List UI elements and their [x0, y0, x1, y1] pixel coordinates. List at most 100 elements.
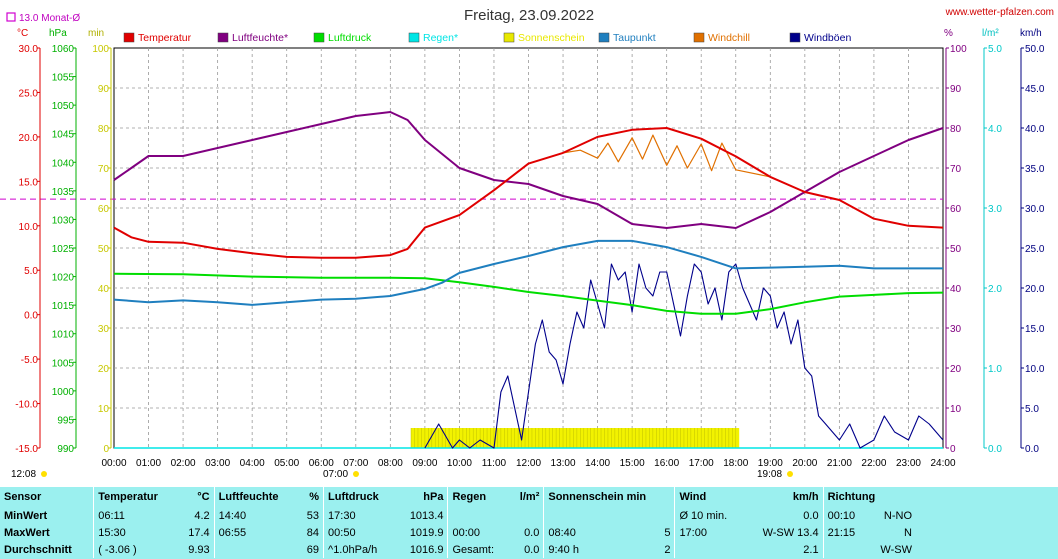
temp-axis-tick-label: 30.0: [19, 44, 39, 55]
x-tick-label: 10:00: [447, 458, 472, 469]
wind-axis-tick-label: 25.0: [1025, 244, 1045, 255]
minutes-axis-tick-label: 80: [98, 124, 110, 135]
wind-avg-value: 0.0: [803, 509, 819, 522]
minutes-axis-tick-label: 100: [92, 44, 109, 55]
windchill-line: [562, 134, 771, 178]
hdr-luftfeuchte: Luftfeuchte: [213, 487, 299, 507]
pressure-axis-tick-label: 995: [57, 415, 74, 426]
pressure-axis-tick-label: 1045: [52, 130, 75, 141]
x-tick-label: 04:00: [240, 458, 265, 469]
humidity-axis-tick-label: 80: [950, 124, 962, 135]
min-dir-time: 00:10: [822, 507, 868, 524]
summary-row-max: MaxWert 15:30 17.4 06:55 84 00:50 1019.9…: [0, 524, 916, 541]
legend-swatch-taupunkt: [598, 32, 610, 43]
max-label: MaxWert: [4, 526, 50, 539]
legend-label-luftfeuchte: Luftfeuchte*: [232, 32, 288, 44]
pressure-axis-tick-label: 1030: [52, 215, 75, 226]
humidity-axis-tick-label: 20: [950, 364, 962, 375]
rain-total-label: Gesamt:: [447, 541, 510, 558]
wind-axis-tick-label: 10.0: [1025, 364, 1045, 375]
max-dir-time: 21:15: [822, 524, 868, 541]
humidity-axis-tick-label: 60: [950, 204, 962, 215]
summary-header-row: Sensor Temperatur °C Luftfeuchte % Luftd…: [0, 487, 916, 507]
rain-axis-tick-label: 1.0: [988, 364, 1002, 375]
rain-total-value: 0.0: [524, 543, 540, 556]
x-tick-label: 02:00: [171, 458, 196, 469]
temp-axis-tick-label: -10.0: [15, 400, 38, 411]
monthly-avg-label: 13.0 Monat-Ø: [19, 13, 80, 24]
pressure-axis-tick-label: 1015: [52, 301, 75, 312]
legend-label-temperatur: Temperatur: [138, 32, 192, 44]
humidity-axis-tick-label: 10: [950, 404, 962, 415]
legend-label-luftdruck: Luftdruck: [328, 32, 372, 44]
max-temp-value: 17.4: [188, 526, 210, 539]
hdr-wind-unit: km/h: [792, 491, 819, 503]
unit-minutes: min: [88, 28, 104, 39]
wind-axis-tick-label: 35.0: [1025, 164, 1045, 175]
chart-series: [0, 111, 944, 449]
min-hum-time: 14:40: [213, 507, 299, 524]
pressure-axis-tick-label: 1035: [52, 187, 75, 198]
pressure-axis-tick-label: 1040: [52, 158, 75, 169]
min-temp-value: 4.2: [194, 509, 210, 522]
wind-avg-label: Ø 10 min.: [674, 507, 744, 524]
humidity-line: [113, 111, 944, 229]
minutes-axis-tick-label: 20: [98, 364, 110, 375]
humidity-axis-tick-label: 40: [950, 284, 962, 295]
marker-left-time: 12:08: [11, 469, 36, 480]
summary-table: Sensor Temperatur °C Luftfeuchte % Luftd…: [0, 487, 916, 558]
pressure-axis-tick-label: 1020: [52, 273, 75, 284]
x-tick-label: 05:00: [274, 458, 299, 469]
x-tick-label: 14:00: [585, 458, 610, 469]
avg-dir-note: [822, 541, 868, 558]
legend-label-windchill: Windchill: [708, 32, 750, 44]
chart-grid: [113, 47, 944, 449]
x-tick-label: 01:00: [136, 458, 161, 469]
x-tick-label: 12:00: [516, 458, 541, 469]
max-wind-time: 17:00: [674, 524, 744, 541]
max-press-time: 00:50: [323, 524, 397, 541]
min-label: MinWert: [4, 509, 48, 522]
min-press-time: 17:30: [323, 507, 397, 524]
hdr-wind: Wind: [674, 487, 744, 507]
x-tick-label: 08:00: [378, 458, 403, 469]
max-sun-value: 5: [664, 526, 671, 539]
max-dir-value: N: [904, 526, 912, 539]
wind-axis-tick-label: 0.0: [1025, 444, 1039, 455]
pressure-axis-tick-label: 1010: [52, 330, 75, 341]
x-tick-label: 20:00: [792, 458, 817, 469]
sunset-time: 19:08: [757, 469, 782, 480]
pressure-line: [113, 272, 944, 315]
max-hum-value: 84: [306, 526, 320, 539]
min-press-value: 1013.4: [409, 509, 444, 522]
hdr-press-unit: hPa: [423, 491, 444, 503]
x-tick-label: 18:00: [723, 458, 748, 469]
summary-row-min: MinWert 06:11 4.2 14:40 53 17:30 1013.4 …: [0, 507, 916, 524]
minutes-axis-tick-label: 60: [98, 204, 110, 215]
avg-temp-note: ( -3.06 ): [93, 541, 178, 558]
avg-temp-value: 9.93: [188, 543, 210, 556]
summary-table-panel: Sensor Temperatur °C Luftfeuchte % Luftd…: [0, 487, 1058, 559]
website-link[interactable]: www.wetter-pfalzen.com: [945, 7, 1054, 18]
dewpoint-line: [113, 239, 943, 306]
wind-axis-tick-label: 15.0: [1025, 324, 1045, 335]
pressure-axis-tick-label: 1000: [52, 387, 75, 398]
temp-axis-tick-label: 5.0: [24, 266, 38, 277]
min-temp-time: 06:11: [93, 507, 178, 524]
max-wind-value: W-SW 13.4: [762, 526, 819, 539]
hdr-rain-unit: l/m²: [519, 491, 540, 503]
temp-axis-tick-label: 15.0: [19, 177, 39, 188]
wind-axis-tick-label: 45.0: [1025, 84, 1045, 95]
wind-axis-tick-label: 40.0: [1025, 124, 1045, 135]
max-rain-value: 0.0: [524, 526, 540, 539]
min-dir-value: N-NO: [883, 509, 912, 522]
sun-icon-left: [41, 471, 47, 477]
rain-axis-tick-label: 2.0: [988, 284, 1002, 295]
unit-temp: °C: [17, 28, 28, 39]
x-tick-label: 06:00: [309, 458, 334, 469]
sunshine-bar: [411, 428, 740, 448]
legend-swatch-sonnenschein: [503, 32, 515, 43]
monthly-avg-icon: [6, 12, 16, 22]
pressure-axis-tick-label: 1050: [52, 101, 75, 112]
sunrise-icon: [353, 471, 359, 477]
